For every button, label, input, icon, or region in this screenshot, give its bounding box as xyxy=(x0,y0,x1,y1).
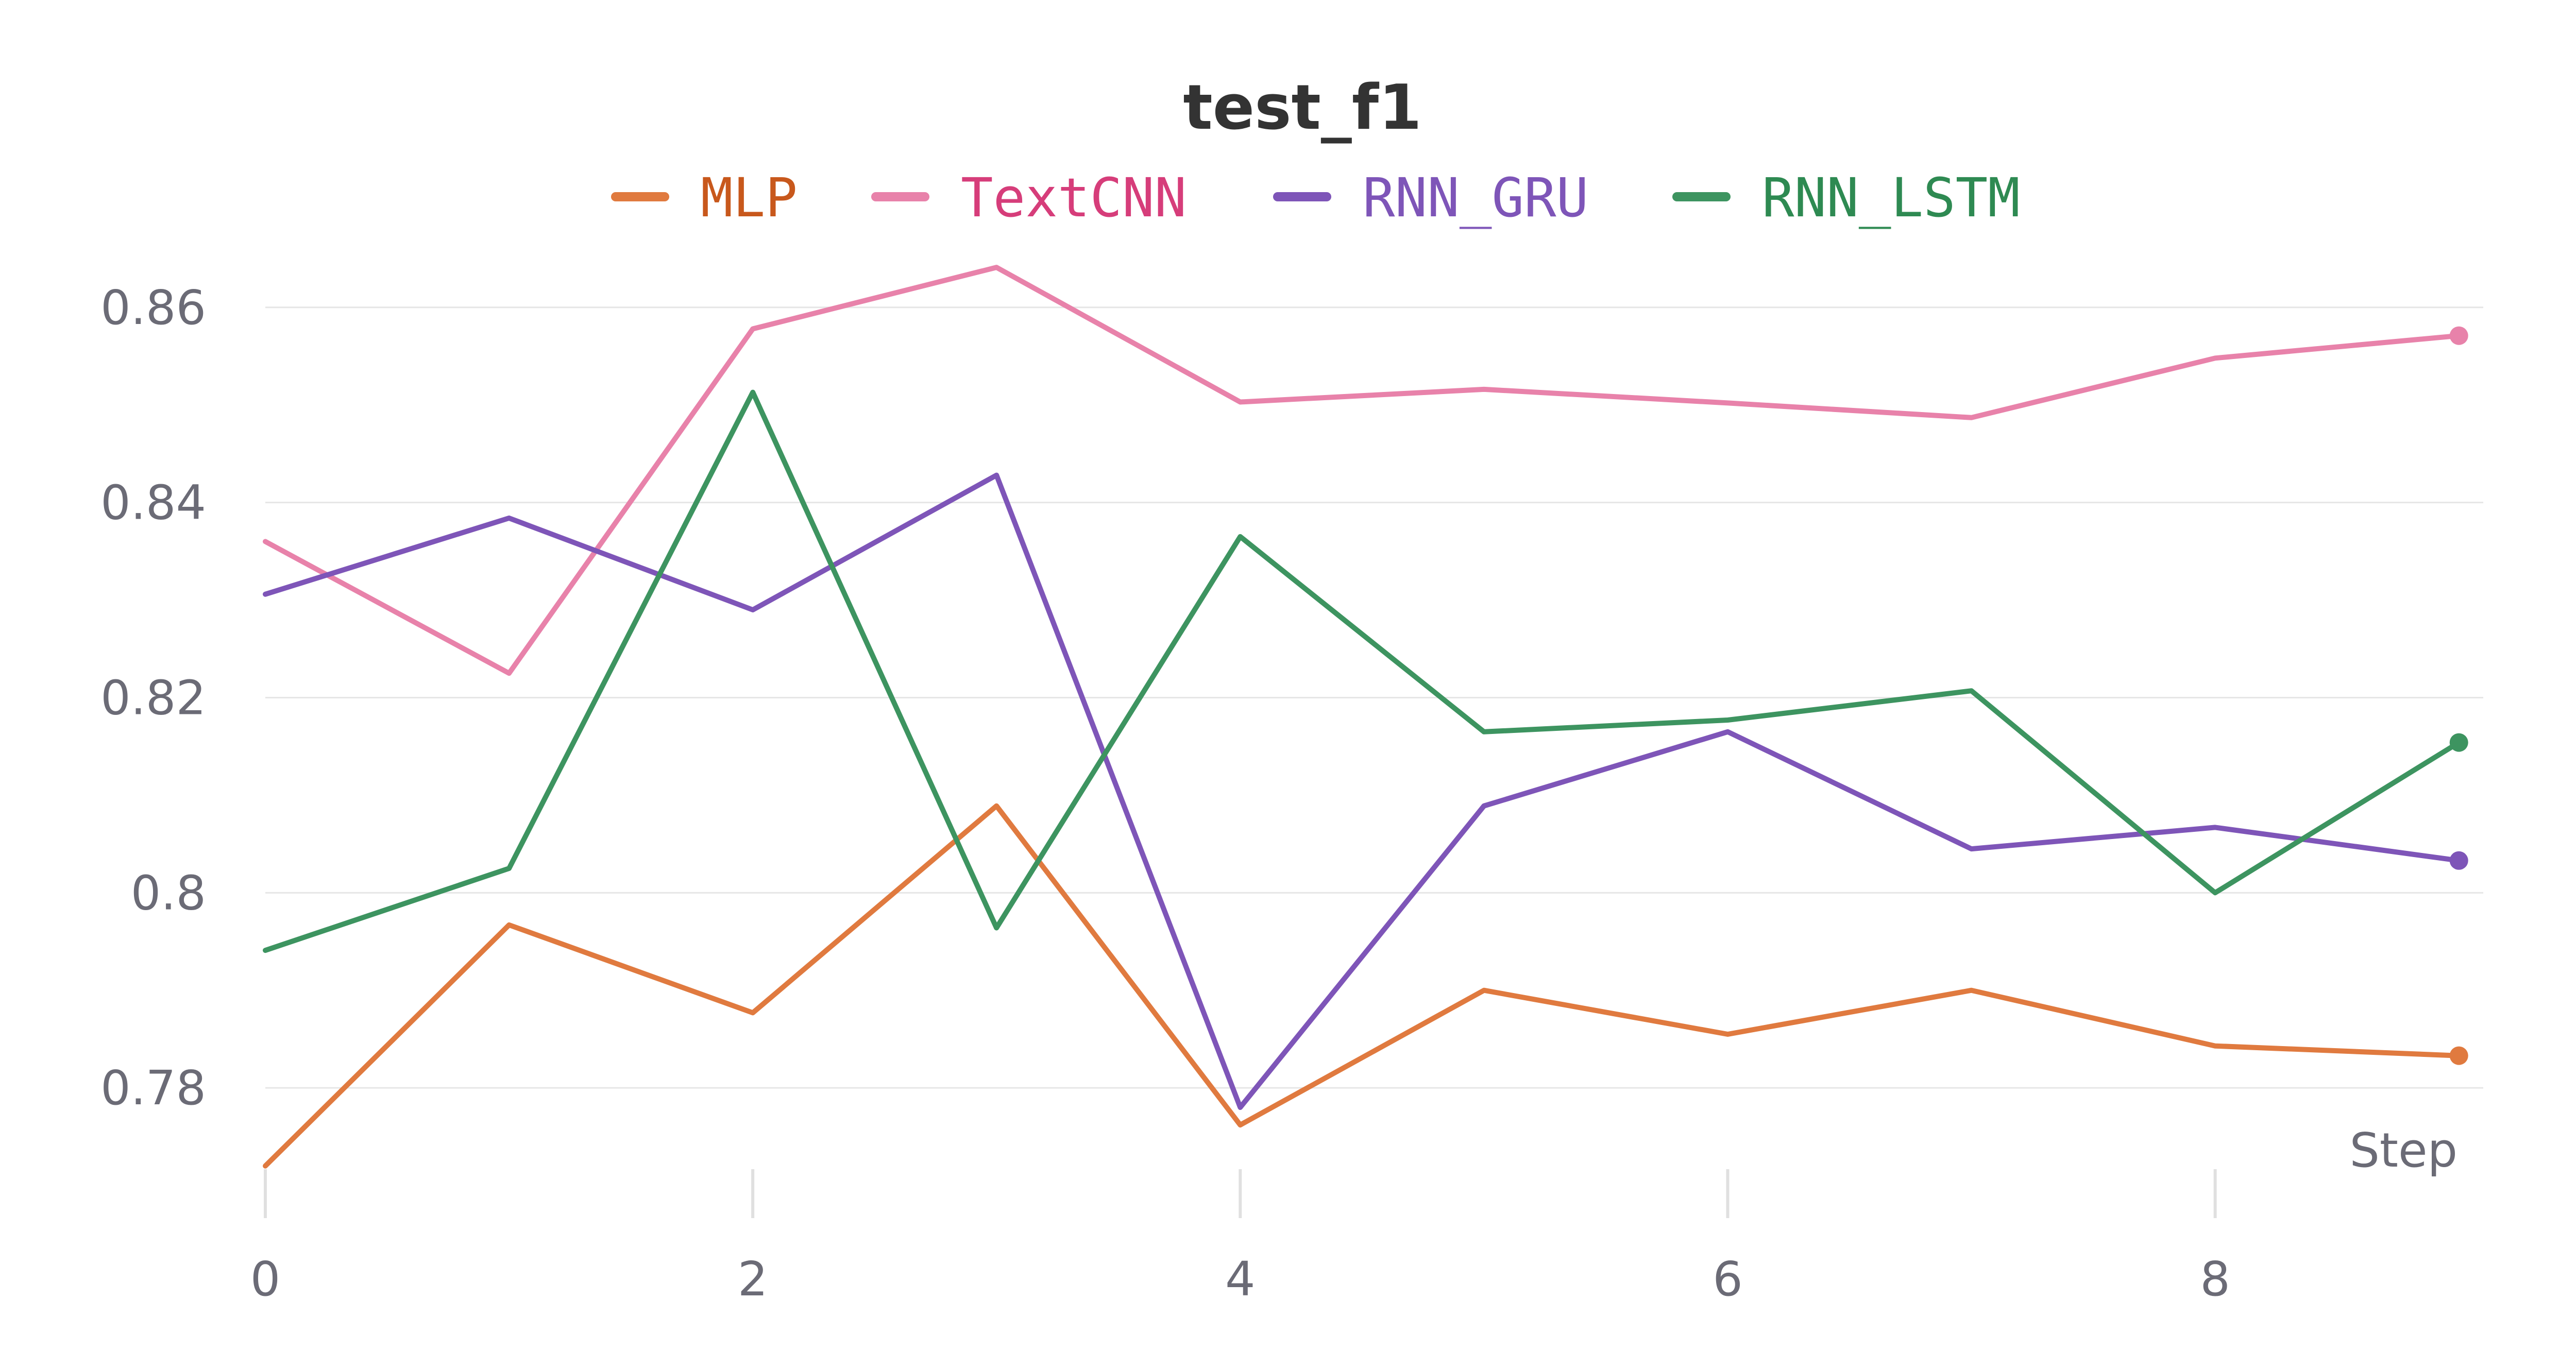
series-line xyxy=(263,472,2462,1110)
series-line xyxy=(263,389,2462,953)
y-tick-label: 0.84 xyxy=(100,475,206,531)
y-tick-label: 0.78 xyxy=(100,1061,206,1116)
legend: MLP TextCNN RNN_GRU RNN_LSTM xyxy=(611,166,2020,229)
x-axis-ticks: 0 2 4 6 8 xyxy=(250,1169,2230,1307)
series-line xyxy=(263,803,2462,1169)
chart-title: test_f1 xyxy=(1183,72,1421,144)
series-end-point xyxy=(2449,326,2468,345)
series-end-point xyxy=(2449,851,2468,870)
series-end-point xyxy=(2449,1046,2468,1065)
x-axis-label: Step xyxy=(2350,1123,2458,1178)
series-line xyxy=(263,265,2462,676)
y-gridlines xyxy=(265,306,2483,1089)
y-tick-label: 0.82 xyxy=(100,670,206,725)
legend-label: TextCNN xyxy=(961,166,1187,229)
series-end-point xyxy=(2449,733,2468,752)
x-tick-label: 4 xyxy=(1225,1252,1256,1307)
x-tick-label: 0 xyxy=(250,1252,281,1307)
x-tick-label: 8 xyxy=(2200,1252,2230,1307)
legend-label: RNN_GRU xyxy=(1363,166,1588,229)
x-tick-label: 6 xyxy=(1713,1252,1743,1307)
legend-label: RNN_LSTM xyxy=(1762,166,2020,229)
y-tick-label: 0.86 xyxy=(100,280,206,335)
y-tick-label: 0.8 xyxy=(131,865,206,920)
y-axis-ticks: 0.78 0.8 0.82 0.84 0.86 xyxy=(100,280,206,1116)
legend-label: MLP xyxy=(701,166,798,229)
x-tick-label: 2 xyxy=(738,1252,768,1307)
series-lines xyxy=(263,265,2468,1169)
